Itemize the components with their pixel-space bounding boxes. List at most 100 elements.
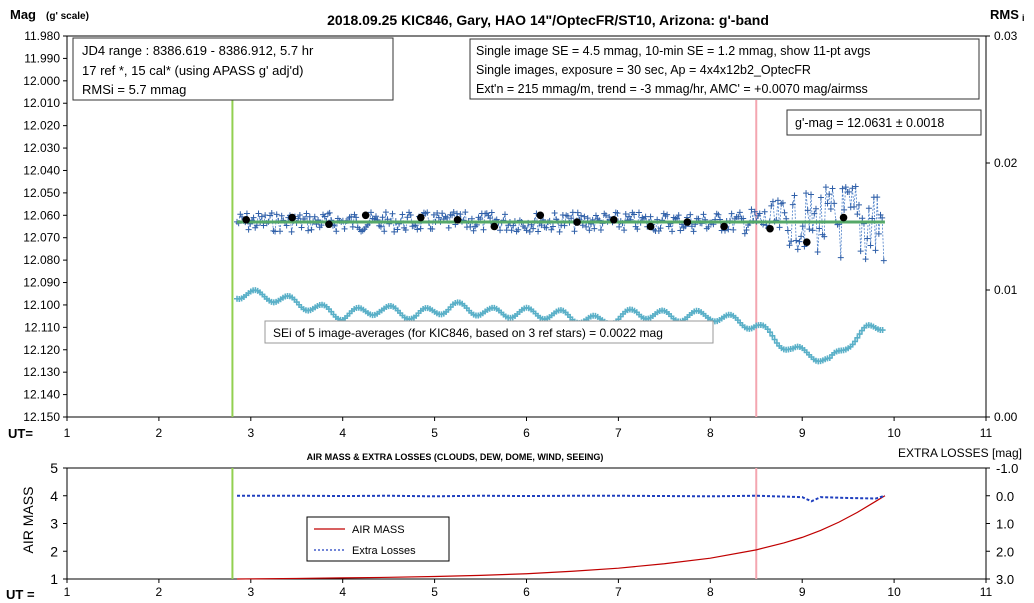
y-tick-label: 12.020 <box>23 119 60 133</box>
y-tick-label: 12.040 <box>23 163 60 177</box>
single-image-point <box>414 226 421 233</box>
plot-area-lower: 1 2 3 4 5 -1.0 0.0 1.0 2.0 3.0 1 2 3 4 5 6 7 8 9 10 11 <box>50 460 1018 599</box>
single-image-point <box>796 238 803 245</box>
single-image-point <box>715 211 722 218</box>
lower-x-tick-label: 9 <box>799 585 806 599</box>
single-image-point <box>774 197 781 204</box>
average-point <box>802 238 811 246</box>
y2-tick-label: 0.02 <box>994 156 1018 170</box>
single-image-point <box>549 223 556 230</box>
single-image-point <box>730 226 737 233</box>
single-image-point <box>854 211 861 218</box>
single-image-point <box>382 209 389 216</box>
single-image-point <box>687 211 694 218</box>
single-image-point <box>816 225 823 232</box>
average-point <box>417 213 425 222</box>
single-image-point <box>497 227 504 234</box>
lower-x-tick-label: 8 <box>707 585 714 599</box>
single-image-point <box>824 200 831 207</box>
single-image-point <box>798 233 805 240</box>
info-box-right: Single image SE = 4.5 mmag, 10-min SE = … <box>469 38 980 100</box>
single-image-point <box>879 214 886 221</box>
single-image-point <box>857 248 864 255</box>
single-image-point <box>839 185 846 192</box>
single-image-point <box>626 213 633 220</box>
single-image-point <box>488 209 495 216</box>
info-box-left-line2: 17 ref *, 15 cal* (using APASS g' adj'd) <box>82 63 304 78</box>
single-image-point <box>688 223 695 230</box>
single-image-point <box>444 214 451 221</box>
info-box-right-line3: Ext'n = 215 mmag/m, trend = -3 mmag/hr, … <box>476 82 868 96</box>
single-image-point <box>756 210 763 217</box>
single-image-point <box>508 227 515 234</box>
lower-x-tick-label: 1 <box>64 585 71 599</box>
single-image-point <box>741 230 748 237</box>
single-image-point <box>305 227 312 234</box>
x-ticks-lower: 1 2 3 4 5 6 7 8 9 10 11 <box>64 579 993 599</box>
legend-extra-losses: Extra Losses <box>352 545 416 557</box>
average-point <box>646 222 655 231</box>
single-image-point <box>333 228 340 235</box>
y-tick-label: 12.000 <box>23 74 60 88</box>
single-image-point <box>308 226 315 233</box>
single-image-point <box>303 210 310 217</box>
sei-text: SEi of 5 image-averages (for KIC846, bas… <box>273 326 663 340</box>
single-image-point <box>606 213 613 220</box>
single-image-point <box>435 214 442 221</box>
single-image-point <box>768 202 775 209</box>
single-image-point <box>258 213 265 220</box>
average-point <box>490 222 499 231</box>
single-image-point <box>622 211 629 218</box>
rms-point <box>879 327 886 334</box>
single-image-point <box>751 208 758 215</box>
lower-legend: AIR MASS Extra Losses <box>306 516 450 562</box>
single-image-point <box>728 210 735 217</box>
single-image-point <box>597 226 604 233</box>
single-image-point <box>841 206 848 213</box>
single-image-point <box>243 210 250 217</box>
single-image-point <box>535 228 542 235</box>
info-box-left: JD4 range : 8386.619 - 8386.912, 5.7 hr … <box>72 37 394 101</box>
rms-point <box>767 329 774 336</box>
single-image-point <box>353 214 360 221</box>
single-image-point <box>705 223 712 230</box>
single-image-point <box>735 213 742 220</box>
average-series <box>242 211 848 246</box>
y-ticks-main: 11.980 11.990 12.000 12.010 12.020 12.030 12.0… <box>23 29 67 424</box>
single-image-point <box>736 209 743 216</box>
x-tick-label: 11 <box>980 426 993 440</box>
single-image-point <box>417 225 424 232</box>
chart-title: 2018.09.25 KIC846, Gary, HAO 14"/OptecFR… <box>327 12 769 28</box>
single-image-point <box>424 209 431 216</box>
y-tick-label: 12.030 <box>23 141 60 155</box>
single-image-point <box>515 226 522 233</box>
single-image-point <box>368 209 375 216</box>
single-image-point <box>568 215 575 222</box>
lower-x-tick-label: 11 <box>980 585 993 599</box>
y2-axis-label-sub: i <box>1022 13 1025 23</box>
single-image-point <box>806 226 813 233</box>
single-image-point <box>311 213 318 220</box>
single-image-point <box>487 215 494 222</box>
single-image-point <box>574 209 581 216</box>
single-image-point <box>817 194 824 201</box>
single-image-point <box>808 191 815 198</box>
single-image-point <box>822 184 829 191</box>
single-image-point <box>523 227 530 234</box>
single-image-point <box>326 209 333 216</box>
single-image-point <box>564 212 571 219</box>
lower-y-tick-label: 1 <box>50 571 58 587</box>
single-image-point <box>551 209 558 216</box>
single-image-point <box>748 206 755 213</box>
single-image-point <box>793 237 800 244</box>
single-image-point <box>389 210 396 217</box>
y-ticks-lower: 1 2 3 4 5 <box>50 460 67 587</box>
lower-x-tick-label: 4 <box>339 585 346 599</box>
single-image-point <box>379 214 386 221</box>
single-image-point <box>803 190 810 197</box>
single-image-series <box>234 183 887 264</box>
y-tick-label: 12.100 <box>23 298 60 312</box>
single-image-point <box>470 227 477 234</box>
y-tick-label: 12.070 <box>23 231 60 245</box>
